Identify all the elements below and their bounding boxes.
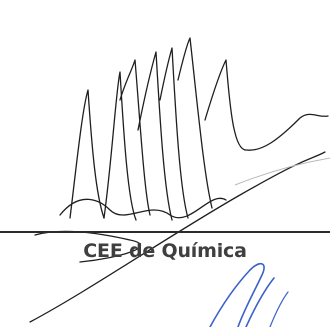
signature-rule xyxy=(0,231,330,233)
signature-caption: CEE de Química xyxy=(83,240,247,262)
